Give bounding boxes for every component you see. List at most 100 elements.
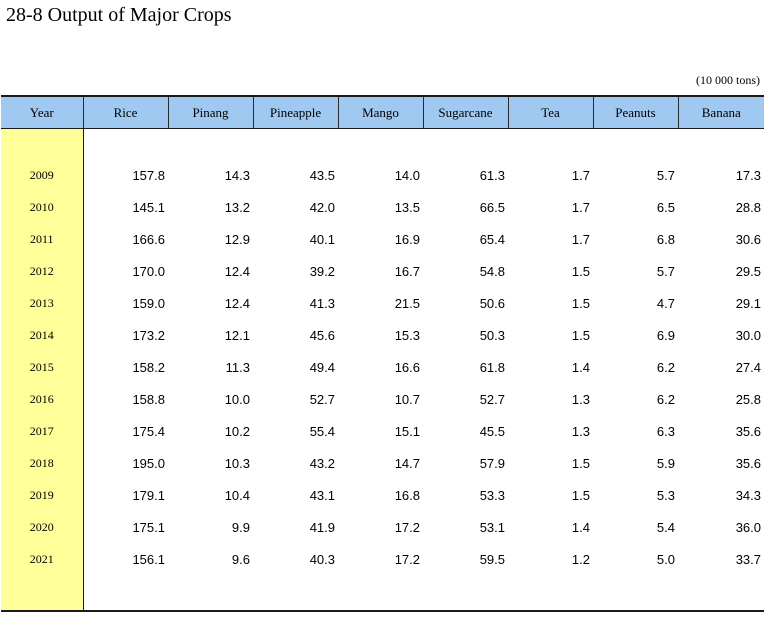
cell-pinang: 9.6 xyxy=(231,552,250,567)
unit-label: (10 000 tons) xyxy=(696,73,760,87)
cell-mango: 15.3 xyxy=(394,328,420,343)
cell-sugarcane: 52.7 xyxy=(479,392,505,407)
cell-year: 2020 xyxy=(1,511,84,544)
cell-year: 2021 xyxy=(1,543,84,576)
cell-tea: 1.5 xyxy=(571,456,590,471)
cell-sugarcane: 45.5 xyxy=(479,424,505,439)
cell-banana: 25.8 xyxy=(735,392,761,407)
cell-year: 2014 xyxy=(1,319,84,352)
cell-pineapple: 45.6 xyxy=(309,328,335,343)
cell-year: 2018 xyxy=(1,447,84,480)
cell-peanuts: 5.3 xyxy=(656,488,675,503)
page-title: 28-8 Output of Major Crops xyxy=(6,4,232,26)
cell-pinang: 14.3 xyxy=(224,168,250,183)
cell-banana: 29.5 xyxy=(735,264,761,279)
cell-rice: 175.1 xyxy=(132,520,165,535)
header-year: Year xyxy=(1,95,83,129)
cell-pineapple: 40.3 xyxy=(309,552,335,567)
header-banana: Banana xyxy=(677,95,764,129)
cell-pinang: 10.2 xyxy=(224,424,250,439)
cell-mango: 16.8 xyxy=(394,488,420,503)
cell-rice: 179.1 xyxy=(132,488,165,503)
cell-pineapple: 49.4 xyxy=(309,360,335,375)
table-row: 2018 195.0 10.3 43.2 14.7 57.9 1.5 5.9 35.6 xyxy=(1,447,764,480)
header-sugarcane: Sugarcane xyxy=(422,95,508,129)
cell-rice: 158.8 xyxy=(132,392,165,407)
header-pineapple: Pineapple xyxy=(252,95,338,129)
crops-table: Year Rice Pinang Pineapple Mango Sugarca… xyxy=(1,95,764,612)
cell-pinang: 9.9 xyxy=(231,520,250,535)
spacer-row xyxy=(1,128,764,160)
cell-rice: 158.2 xyxy=(132,360,165,375)
cell-sugarcane: 50.3 xyxy=(479,328,505,343)
table-row: 2013 159.0 12.4 41.3 21.5 50.6 1.5 4.7 29.1 xyxy=(1,287,764,320)
cell-banana: 35.6 xyxy=(735,456,761,471)
cell-pineapple: 40.1 xyxy=(309,232,335,247)
header-pinang: Pinang xyxy=(167,95,253,129)
cell-banana: 27.4 xyxy=(735,360,761,375)
cell-rice: 175.4 xyxy=(132,424,165,439)
cell-pineapple: 39.2 xyxy=(309,264,335,279)
table-row: 2014 173.2 12.1 45.6 15.3 50.3 1.5 6.9 30.0 xyxy=(1,319,764,352)
header-rice: Rice xyxy=(82,95,168,129)
spacer-row xyxy=(1,575,764,612)
header-peanuts: Peanuts xyxy=(592,95,678,129)
cell-rice: 157.8 xyxy=(132,168,165,183)
table-row: 2020 175.1 9.9 41.9 17.2 53.1 1.4 5.4 36.0 xyxy=(1,511,764,544)
table-row: 2015 158.2 11.3 49.4 16.6 61.8 1.4 6.2 27.4 xyxy=(1,351,764,384)
cell-year: 2015 xyxy=(1,351,84,384)
cell-mango: 16.6 xyxy=(394,360,420,375)
cell-mango: 21.5 xyxy=(394,296,420,311)
cell-tea: 1.4 xyxy=(571,520,590,535)
cell-pinang: 12.9 xyxy=(224,232,250,247)
cell-sugarcane: 61.8 xyxy=(479,360,505,375)
cell-mango: 16.9 xyxy=(394,232,420,247)
cell-peanuts: 5.0 xyxy=(656,552,675,567)
cell-rice: 159.0 xyxy=(132,296,165,311)
cell-sugarcane: 50.6 xyxy=(479,296,505,311)
table-row: 2011 166.6 12.9 40.1 16.9 65.4 1.7 6.8 30.6 xyxy=(1,223,764,256)
cell-mango: 17.2 xyxy=(394,552,420,567)
cell-pinang: 10.4 xyxy=(224,488,250,503)
cell-peanuts: 5.7 xyxy=(656,168,675,183)
cell-sugarcane: 65.4 xyxy=(479,232,505,247)
cell-peanuts: 4.7 xyxy=(656,296,675,311)
header-tea: Tea xyxy=(507,95,593,129)
cell-pineapple: 55.4 xyxy=(309,424,335,439)
cell-tea: 1.3 xyxy=(571,424,590,439)
cell-mango: 10.7 xyxy=(394,392,420,407)
cell-sugarcane: 53.3 xyxy=(479,488,505,503)
cell-year: 2012 xyxy=(1,255,84,288)
cell-peanuts: 6.8 xyxy=(656,232,675,247)
cell-banana: 30.0 xyxy=(735,328,761,343)
cell-peanuts: 6.2 xyxy=(656,392,675,407)
cell-year: 2011 xyxy=(1,223,84,256)
cell-pineapple: 41.9 xyxy=(309,520,335,535)
cell-pineapple: 52.7 xyxy=(309,392,335,407)
cell-pineapple: 43.1 xyxy=(309,488,335,503)
cell-tea: 1.5 xyxy=(571,488,590,503)
cell-tea: 1.5 xyxy=(571,296,590,311)
cell-banana: 28.8 xyxy=(735,200,761,215)
cell-mango: 13.5 xyxy=(394,200,420,215)
cell-pinang: 12.4 xyxy=(224,264,250,279)
header-mango: Mango xyxy=(337,95,423,129)
cell-rice: 195.0 xyxy=(132,456,165,471)
cell-rice: 145.1 xyxy=(132,200,165,215)
cell-mango: 14.0 xyxy=(394,168,420,183)
cell-tea: 1.7 xyxy=(571,168,590,183)
cell-peanuts: 5.9 xyxy=(656,456,675,471)
cell-peanuts: 5.7 xyxy=(656,264,675,279)
cell-sugarcane: 59.5 xyxy=(479,552,505,567)
cell-year: 2009 xyxy=(1,159,84,192)
cell-sugarcane: 53.1 xyxy=(479,520,505,535)
cell-year: 2013 xyxy=(1,287,84,320)
cell-mango: 15.1 xyxy=(394,424,420,439)
cell-pinang: 12.1 xyxy=(224,328,250,343)
cell-tea: 1.5 xyxy=(571,264,590,279)
cell-tea: 1.3 xyxy=(571,392,590,407)
cell-banana: 30.6 xyxy=(735,232,761,247)
cell-pineapple: 43.2 xyxy=(309,456,335,471)
cell-mango: 14.7 xyxy=(394,456,420,471)
cell-year: 2017 xyxy=(1,415,84,448)
